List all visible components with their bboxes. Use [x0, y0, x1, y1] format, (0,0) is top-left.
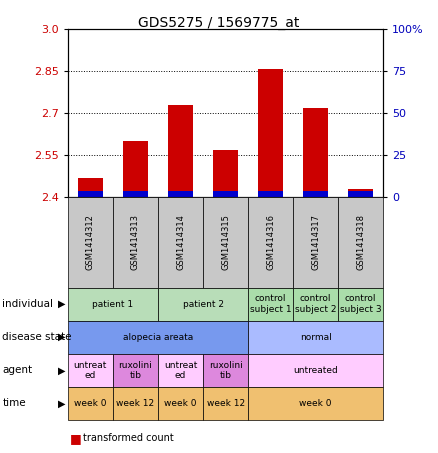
- Text: ▶: ▶: [58, 365, 66, 376]
- Text: GSM1414313: GSM1414313: [131, 214, 140, 270]
- Bar: [78, 191, 103, 197]
- Text: transformed count: transformed count: [83, 433, 174, 443]
- Text: GSM1414318: GSM1414318: [356, 214, 365, 270]
- Bar: [78, 178, 103, 197]
- Text: untreat
ed: untreat ed: [164, 361, 197, 380]
- Text: normal: normal: [300, 333, 332, 342]
- Text: week 0: week 0: [300, 399, 332, 408]
- Text: GDS5275 / 1569775_at: GDS5275 / 1569775_at: [138, 16, 300, 30]
- Text: control
subject 1: control subject 1: [250, 294, 291, 314]
- Bar: [303, 191, 328, 197]
- Text: patient 2: patient 2: [183, 300, 223, 308]
- Text: GSM1414315: GSM1414315: [221, 214, 230, 270]
- Bar: [303, 108, 328, 197]
- Text: ▶: ▶: [58, 299, 66, 309]
- Text: ■: ■: [70, 452, 82, 453]
- Text: GSM1414317: GSM1414317: [311, 214, 320, 270]
- Bar: [168, 105, 193, 197]
- Text: agent: agent: [2, 365, 32, 376]
- Text: time: time: [2, 398, 26, 409]
- Text: week 12: week 12: [206, 399, 245, 408]
- Text: ▶: ▶: [58, 332, 66, 342]
- Text: untreat
ed: untreat ed: [74, 361, 107, 380]
- Text: alopecia areata: alopecia areata: [123, 333, 193, 342]
- Text: week 12: week 12: [117, 399, 155, 408]
- Text: week 0: week 0: [164, 399, 197, 408]
- Text: untreated: untreated: [293, 366, 338, 375]
- Text: ruxolini
tib: ruxolini tib: [208, 361, 243, 380]
- Text: GSM1414316: GSM1414316: [266, 214, 275, 270]
- Bar: [348, 188, 373, 197]
- Bar: [123, 141, 148, 197]
- Text: week 0: week 0: [74, 399, 107, 408]
- Text: GSM1414314: GSM1414314: [176, 214, 185, 270]
- Bar: [258, 68, 283, 197]
- Bar: [168, 191, 193, 197]
- Bar: [348, 191, 373, 197]
- Text: individual: individual: [2, 299, 53, 309]
- Text: GSM1414312: GSM1414312: [86, 214, 95, 270]
- Text: ▶: ▶: [58, 398, 66, 409]
- Bar: [258, 191, 283, 197]
- Bar: [213, 191, 238, 197]
- Text: patient 1: patient 1: [92, 300, 134, 308]
- Text: control
subject 2: control subject 2: [295, 294, 336, 314]
- Bar: [213, 149, 238, 197]
- Bar: [123, 191, 148, 197]
- Text: control
subject 3: control subject 3: [340, 294, 381, 314]
- Text: ■: ■: [70, 432, 82, 444]
- Text: disease state: disease state: [2, 332, 72, 342]
- Text: ruxolini
tib: ruxolini tib: [119, 361, 152, 380]
